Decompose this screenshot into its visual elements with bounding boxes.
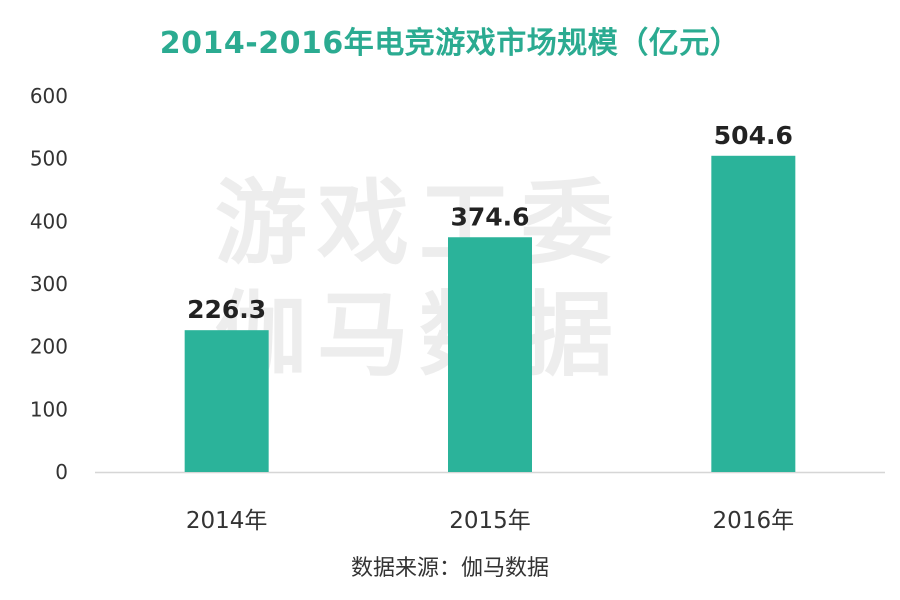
data-label: 226.3 bbox=[187, 295, 266, 324]
x-tick-label: 2015年 bbox=[449, 508, 531, 534]
bar bbox=[184, 330, 269, 472]
y-tick-label: 200 bbox=[30, 335, 68, 359]
y-tick-label: 600 bbox=[30, 84, 68, 108]
x-tick-label: 2016年 bbox=[713, 508, 795, 534]
y-tick-label: 500 bbox=[30, 147, 68, 171]
bar bbox=[711, 155, 796, 472]
chart-title: 2014-2016年电竞游戏市场规模（亿元） bbox=[159, 26, 741, 61]
y-tick-label: 400 bbox=[30, 209, 68, 233]
y-tick-label: 0 bbox=[55, 460, 68, 484]
source-note: 数据来源：伽马数据 bbox=[350, 556, 549, 581]
y-tick-label: 100 bbox=[30, 397, 68, 421]
y-tick-label: 300 bbox=[30, 272, 68, 296]
data-label: 374.6 bbox=[450, 202, 529, 231]
data-label: 504.6 bbox=[714, 121, 793, 150]
x-tick-label: 2014年 bbox=[186, 508, 268, 534]
bar bbox=[448, 237, 532, 472]
